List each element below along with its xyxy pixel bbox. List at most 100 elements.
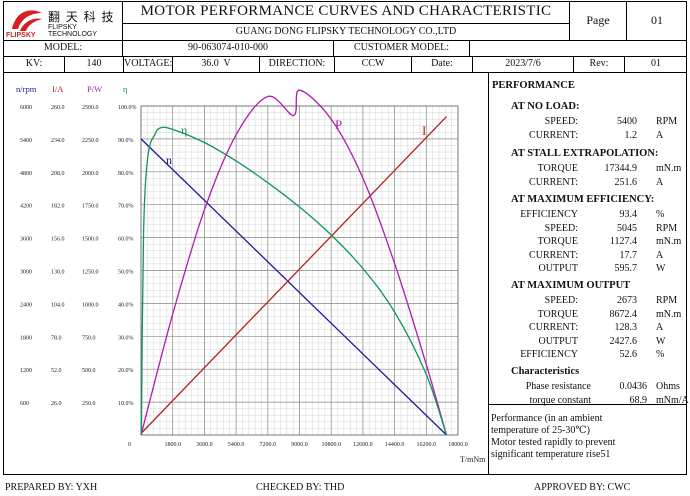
- row-label: TORQUE: [537, 163, 578, 174]
- row-unit: mN.m: [656, 308, 682, 320]
- rpm-tick-label: 3600: [20, 237, 32, 243]
- row-unit: W: [656, 263, 666, 274]
- row-value: 93.4: [619, 209, 638, 220]
- eff-tick-label: 10.0%: [118, 401, 134, 407]
- page-label: Page: [586, 13, 610, 27]
- row-unit: RPM: [656, 116, 678, 127]
- row-label: OUTPUT: [538, 263, 578, 274]
- document-frame: [3, 1, 687, 475]
- voltage-value: 36.0 V: [201, 58, 231, 69]
- current-axis-title: I/A: [52, 84, 64, 94]
- row-label: SPEED:: [544, 222, 578, 234]
- rpm-tick-label: 5400: [20, 138, 32, 144]
- x-tick-label: 3600.0: [196, 442, 213, 448]
- checked-by: CHECKED BY: THD: [256, 482, 345, 493]
- test-note: Performance (in an ambient temperature o…: [491, 413, 687, 461]
- note-line-4: significant temperature rise51: [491, 449, 611, 460]
- brand-name: FLIPSKY TECHNOLOGY: [48, 24, 98, 38]
- direction-label: DIRECTION:: [268, 58, 326, 69]
- x-tick-label: 10800.0: [321, 442, 341, 448]
- power-axis-title: P/W: [87, 84, 102, 94]
- max-efficiency-heading: AT MAXIMUM EFFICIENCY:: [511, 194, 655, 205]
- rpm-tick-label: 4800: [20, 171, 32, 177]
- performance-title: PERFORMANCE: [492, 80, 575, 91]
- prepared-by: PREPARED BY: YXH: [5, 482, 98, 493]
- row-unit: A: [656, 249, 664, 261]
- power-curve-label: P: [335, 117, 342, 132]
- power-tick-label: 2000.0: [82, 171, 99, 177]
- row-unit: A: [656, 129, 664, 141]
- rpm-tick-label: 3000: [20, 270, 32, 276]
- kv-value: 140: [86, 58, 102, 69]
- characteristics-heading: Characteristics: [511, 366, 580, 377]
- speed-curve: [140, 138, 447, 436]
- plot-border: [140, 105, 459, 436]
- row-value: 17344.9: [604, 163, 638, 174]
- eff-tick-label: 50.0%: [118, 270, 134, 276]
- direction-value: CCW: [361, 58, 385, 69]
- row-value: 128.3: [614, 322, 638, 333]
- row-unit: %: [656, 209, 665, 220]
- row-label: CURRENT:: [529, 249, 578, 261]
- customer-model-label: CUSTOMER MODEL:: [353, 42, 450, 53]
- date-label: Date:: [431, 58, 453, 69]
- speed-curve-label: n: [166, 153, 172, 167]
- brand-logo-text: FLIPSKY: [6, 32, 36, 39]
- current-tick-label: 234.0: [51, 138, 65, 144]
- eff-tick-label: 100.0%: [118, 105, 137, 111]
- eff-tick-label: 30.0%: [118, 335, 134, 341]
- current-curve-label: I: [422, 123, 426, 138]
- row-value: 5045: [617, 222, 637, 234]
- stall-heading: AT STALL EXTRAPOLATION:: [511, 148, 659, 159]
- x-tick-label: 5400.0: [228, 442, 245, 448]
- row-value: 595.7: [614, 263, 638, 274]
- no-load-heading: AT NO LOAD:: [511, 101, 580, 112]
- rpm-tick-label: 600: [20, 401, 29, 407]
- current-tick-label: 182.0: [51, 204, 65, 210]
- x-tick-label: 18000.0: [448, 442, 468, 448]
- voltage-label: VOLTAGE:: [124, 58, 173, 69]
- x-tick-label: 16200.0: [417, 442, 437, 448]
- page-number: 01: [651, 13, 663, 27]
- power-tick-label: 1750.0: [82, 204, 99, 210]
- row-unit: W: [656, 335, 666, 347]
- power-tick-label: 500.0: [82, 368, 96, 374]
- power-tick-label: 1500.0: [82, 237, 99, 243]
- row-label: TORQUE: [537, 236, 578, 247]
- current-tick-label: 26.0: [51, 401, 62, 407]
- row-label: TORQUE: [537, 308, 578, 320]
- power-curve: [140, 89, 448, 436]
- current-curve: [140, 116, 447, 434]
- eff-tick-label: 70.0%: [118, 204, 134, 210]
- row-value: 8672.4: [609, 308, 638, 320]
- row-label: SPEED:: [544, 295, 578, 306]
- row-label: CURRENT:: [529, 176, 578, 188]
- power-tick-label: 750.0: [82, 335, 96, 341]
- date-value: 2023/7/6: [505, 58, 541, 69]
- rpm-tick-label: 6000: [20, 105, 32, 111]
- rev-label: Rev:: [589, 58, 609, 69]
- current-tick-label: 260.0: [51, 105, 65, 111]
- row-value: 2673: [617, 295, 637, 306]
- eff-tick-label: 90.0%: [118, 138, 134, 144]
- model-value: 90-063074-010-000: [188, 42, 268, 53]
- approved-by: APPROVED BY: CWC: [534, 482, 631, 493]
- row-unit: A: [656, 322, 664, 333]
- row-label: CURRENT:: [529, 322, 578, 333]
- row-unit: mN.m: [656, 163, 682, 174]
- eff-tick-label: 60.0%: [118, 237, 134, 243]
- x-tick-label: 1800.0: [164, 442, 181, 448]
- eff-curve: [140, 126, 448, 436]
- rev-value: 01: [651, 58, 661, 69]
- current-tick-label: 156.0: [51, 237, 65, 243]
- power-tick-label: 2500.0: [82, 105, 99, 111]
- row-label: EFFICIENCY: [520, 209, 578, 220]
- row-label: torque constant: [529, 394, 591, 406]
- kv-label: KV:: [25, 58, 43, 69]
- current-tick-label: 130.0: [51, 270, 65, 276]
- power-tick-label: 250.0: [82, 401, 96, 407]
- max-output-heading: AT MAXIMUM OUTPUT: [511, 280, 631, 291]
- eff-curve-label: η: [181, 123, 187, 137]
- row-value: 68.9: [629, 394, 648, 406]
